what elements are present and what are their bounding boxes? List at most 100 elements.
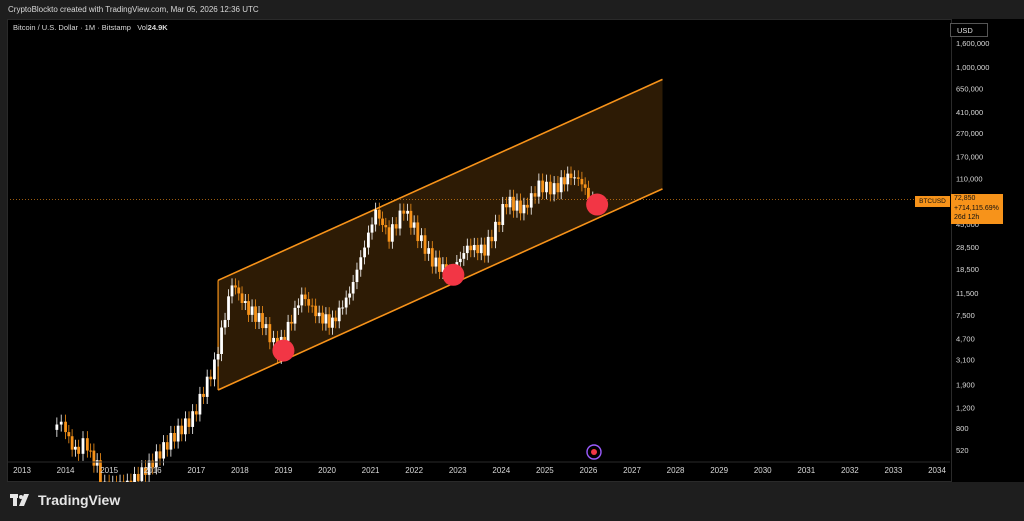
candle-body [147, 460, 151, 475]
candle-body [438, 257, 441, 272]
candle-body [77, 446, 81, 454]
channel-touch-marker [442, 263, 465, 286]
chart-credit: CryptoBlockto created with TradingView.c… [0, 0, 1024, 19]
price-change: +714,115.69% [954, 204, 999, 212]
tradingview-logo-icon [10, 494, 32, 506]
candle-body [348, 293, 352, 298]
volume-value: 24.9K [147, 23, 168, 32]
candle-body [254, 306, 257, 322]
candle-body [370, 224, 374, 233]
candle-body [580, 178, 584, 185]
candle-body [324, 314, 328, 324]
replay-icon [586, 444, 602, 460]
candle-body [529, 193, 533, 208]
candle-body [341, 307, 345, 309]
candle-body [205, 376, 209, 397]
candle-body [307, 299, 311, 306]
y-tick-label: 28,500 [956, 243, 979, 252]
candle-body [497, 221, 501, 225]
candle-body [183, 418, 187, 435]
candle-body [59, 421, 63, 425]
x-tick-label: 2016 [144, 466, 162, 475]
candle-body [293, 307, 297, 324]
candle-body [583, 184, 587, 188]
y-tick-label: 520 [956, 446, 969, 455]
candle-body [387, 227, 391, 242]
candle-body [243, 301, 247, 303]
candle-body [250, 306, 254, 315]
candle-body [173, 432, 176, 442]
candle-body [158, 451, 162, 459]
y-tick-label: 170,000 [956, 153, 983, 162]
candle-body [64, 421, 67, 433]
candle-body [508, 196, 512, 208]
candle-body [99, 460, 102, 483]
x-tick-label: 2025 [536, 466, 554, 475]
candle-body [512, 196, 515, 211]
candle-body [331, 317, 334, 328]
brand-name: TradingView [38, 492, 121, 508]
candle-body [427, 248, 431, 254]
candle-body [537, 180, 541, 197]
x-tick-label: 2024 [492, 466, 510, 475]
candle-body [223, 319, 227, 328]
currency-selector[interactable]: USD [950, 23, 988, 37]
candle-body [462, 253, 466, 259]
chart-frame[interactable] [7, 19, 952, 482]
candle-body [390, 224, 394, 242]
candle-body [476, 244, 480, 254]
candle-body [548, 181, 552, 195]
candle-body [416, 222, 420, 242]
candle-body [522, 204, 526, 214]
y-tick-label: 11,500 [956, 289, 978, 298]
candle-body [398, 210, 402, 229]
candle-body [441, 264, 445, 272]
x-tick-label: 2017 [187, 466, 205, 475]
candle-body [165, 442, 169, 450]
symbol-legend: Bitcoin / U.S. Dollar · 1M · Bitstamp Vo… [13, 23, 168, 32]
candle-body [479, 244, 483, 254]
y-tick-label: 3,100 [956, 356, 975, 365]
candle-body [458, 258, 462, 263]
y-tick-label: 1,000,000 [956, 63, 989, 72]
candle-body [472, 244, 476, 251]
candle-body [310, 305, 314, 307]
candle-body [359, 257, 363, 270]
candle-body [394, 224, 398, 229]
candle-body [234, 285, 237, 288]
x-tick-label: 2014 [57, 466, 75, 475]
candle-body [67, 432, 71, 437]
candle-body [526, 204, 529, 208]
last-price-tag: 72,850 +714,115.69% 26d 12h [951, 194, 1003, 224]
channel-touch-marker [272, 339, 295, 362]
candle-body [569, 173, 573, 179]
candle-body [559, 177, 563, 193]
candle-body [237, 287, 241, 294]
candle-body [409, 210, 413, 228]
bar-countdown: 26d 12h [954, 214, 980, 221]
channel-touch-marker [586, 193, 609, 216]
candle-body [504, 204, 508, 208]
x-tick-label: 2013 [13, 466, 31, 475]
x-tick-label: 2029 [710, 466, 728, 475]
candle-body [552, 183, 556, 195]
candle-body [89, 450, 93, 452]
candle-body [169, 432, 173, 450]
y-tick-label: 1,200 [956, 404, 975, 413]
candle-body [136, 473, 140, 481]
candle-body [151, 460, 155, 468]
candle-body [213, 359, 216, 380]
candle-body [402, 210, 406, 214]
x-tick-label: 2019 [275, 466, 293, 475]
candle-body [180, 425, 184, 435]
candle-body [412, 222, 416, 228]
candle-body [154, 451, 158, 468]
candle-body [257, 313, 261, 322]
candle-body [176, 425, 180, 442]
candle-body [563, 177, 566, 185]
candle-body [317, 312, 321, 317]
price-axis-panel[interactable] [952, 19, 1024, 482]
candle-body [406, 210, 410, 214]
candle-body [230, 285, 234, 297]
tradingview-logo[interactable]: TradingView [10, 492, 120, 508]
